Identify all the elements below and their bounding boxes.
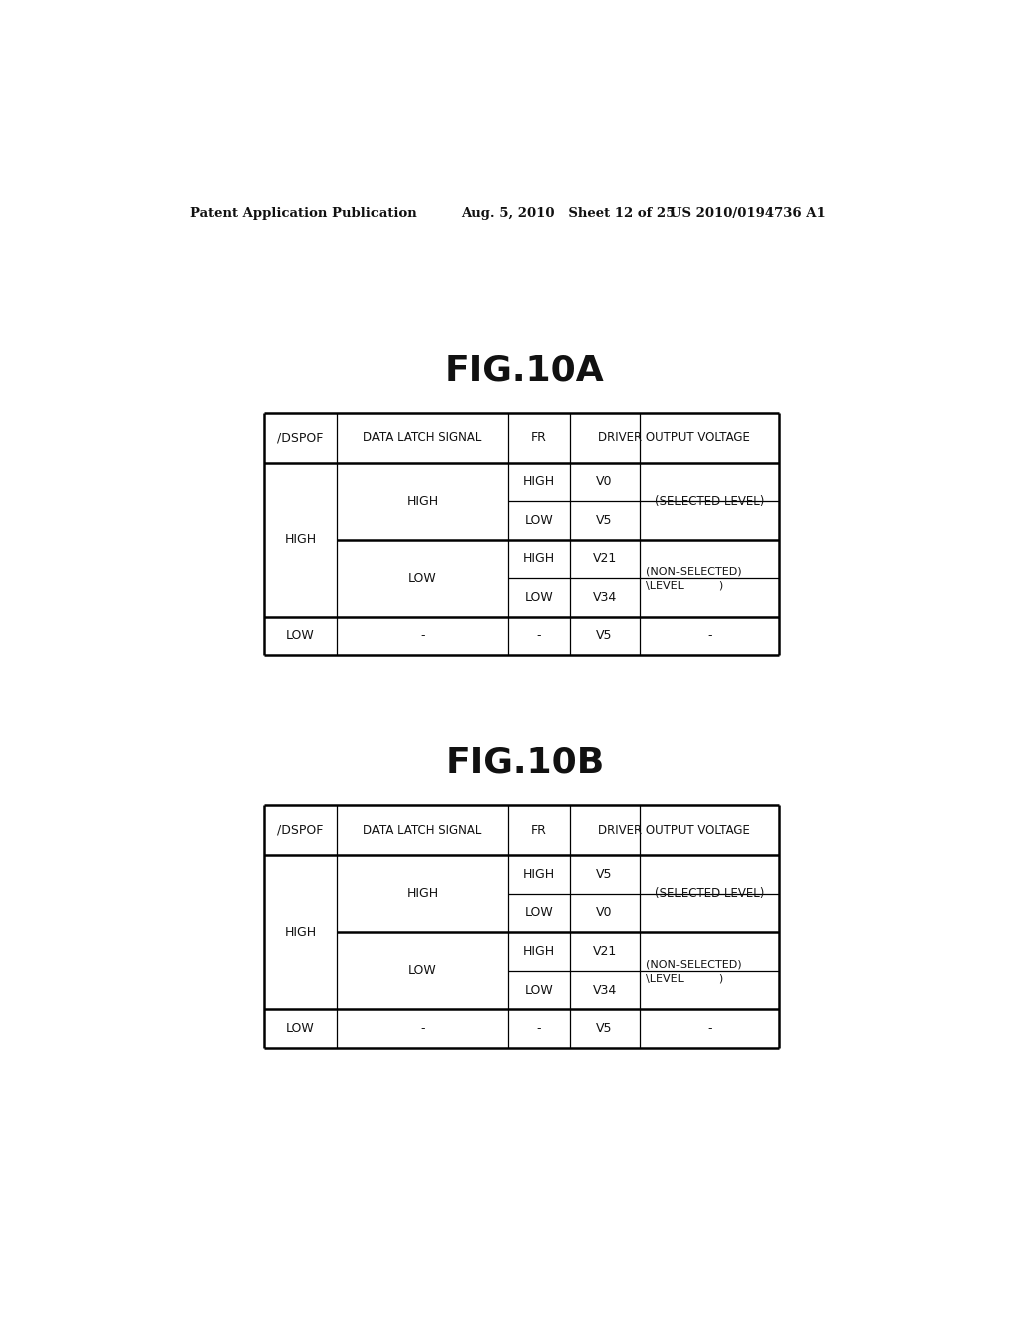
Text: (SELECTED LEVEL): (SELECTED LEVEL) — [654, 887, 764, 900]
Text: HIGH: HIGH — [285, 925, 316, 939]
Text: V5: V5 — [596, 869, 613, 880]
Text: (NON-SELECTED): (NON-SELECTED) — [646, 566, 741, 577]
Text: FR: FR — [530, 432, 547, 444]
Text: /DSPOF: /DSPOF — [278, 824, 324, 837]
Text: V34: V34 — [593, 591, 616, 603]
Text: DRIVER OUTPUT VOLTAGE: DRIVER OUTPUT VOLTAGE — [598, 824, 751, 837]
Text: LOW: LOW — [286, 630, 314, 643]
Text: (SELECTED LEVEL): (SELECTED LEVEL) — [654, 495, 764, 508]
Text: V34: V34 — [593, 983, 616, 997]
Text: /DSPOF: /DSPOF — [278, 432, 324, 444]
Text: \LEVEL          ): \LEVEL ) — [646, 581, 723, 591]
Text: FIG.10B: FIG.10B — [445, 746, 604, 780]
Text: LOW: LOW — [524, 591, 553, 603]
Text: V5: V5 — [596, 513, 613, 527]
Text: -: - — [420, 1022, 425, 1035]
Text: V21: V21 — [593, 945, 616, 958]
Text: \LEVEL          ): \LEVEL ) — [646, 973, 723, 983]
Text: -: - — [537, 1022, 541, 1035]
Text: -: - — [707, 630, 712, 643]
Text: HIGH: HIGH — [407, 887, 438, 900]
Text: FR: FR — [530, 824, 547, 837]
Text: -: - — [707, 1022, 712, 1035]
Text: V5: V5 — [596, 630, 613, 643]
Text: HIGH: HIGH — [522, 945, 555, 958]
Text: LOW: LOW — [409, 572, 437, 585]
Text: HIGH: HIGH — [522, 475, 555, 488]
Text: Patent Application Publication: Patent Application Publication — [190, 207, 417, 220]
Text: HIGH: HIGH — [522, 552, 555, 565]
Text: V21: V21 — [593, 552, 616, 565]
Text: DATA LATCH SIGNAL: DATA LATCH SIGNAL — [364, 432, 481, 444]
Text: -: - — [537, 630, 541, 643]
Text: FIG.10A: FIG.10A — [444, 354, 605, 387]
Text: HIGH: HIGH — [407, 495, 438, 508]
Text: Aug. 5, 2010   Sheet 12 of 25: Aug. 5, 2010 Sheet 12 of 25 — [461, 207, 676, 220]
Text: -: - — [420, 630, 425, 643]
Text: (NON-SELECTED): (NON-SELECTED) — [646, 960, 741, 970]
Text: V0: V0 — [596, 475, 613, 488]
Text: LOW: LOW — [524, 513, 553, 527]
Text: V0: V0 — [596, 907, 613, 920]
Text: HIGH: HIGH — [522, 869, 555, 880]
Text: US 2010/0194736 A1: US 2010/0194736 A1 — [671, 207, 826, 220]
Text: LOW: LOW — [286, 1022, 314, 1035]
Text: LOW: LOW — [409, 964, 437, 977]
Text: DATA LATCH SIGNAL: DATA LATCH SIGNAL — [364, 824, 481, 837]
Text: LOW: LOW — [524, 907, 553, 920]
Text: DRIVER OUTPUT VOLTAGE: DRIVER OUTPUT VOLTAGE — [598, 432, 751, 444]
Text: V5: V5 — [596, 1022, 613, 1035]
Text: LOW: LOW — [524, 983, 553, 997]
Text: HIGH: HIGH — [285, 533, 316, 546]
